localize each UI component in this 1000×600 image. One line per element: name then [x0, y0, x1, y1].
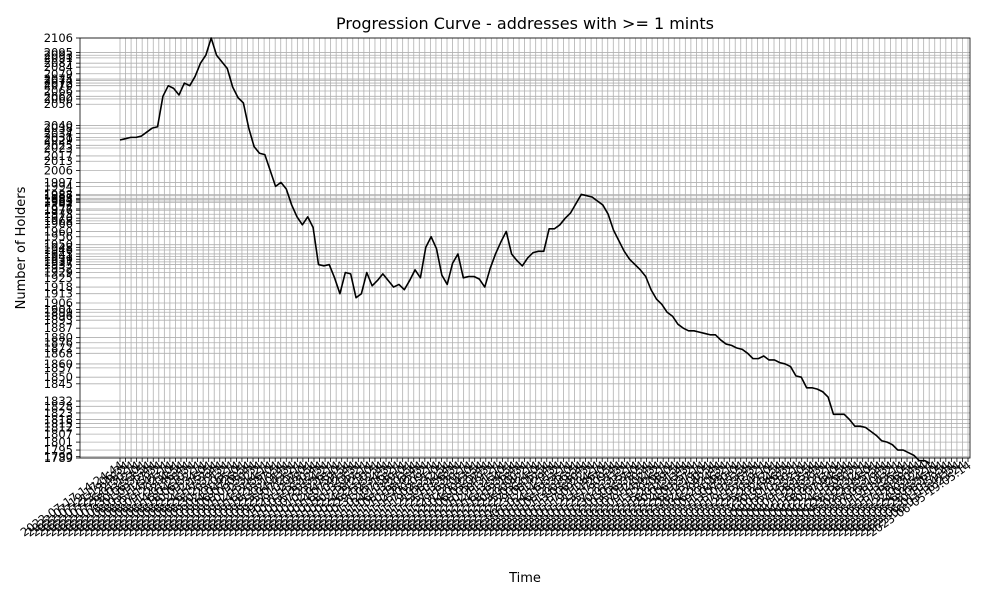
y-tick-label: 1939	[44, 252, 73, 266]
y-tick-label: 1789	[44, 451, 73, 465]
x-gridlines	[119, 38, 969, 458]
y-tick-label: 2029	[44, 133, 73, 147]
y-tick-label: 1988	[44, 187, 73, 201]
y-tick-label: 1925	[44, 271, 73, 285]
y-tick-label: 1984	[44, 193, 73, 207]
y-tick-label: 1997	[44, 175, 73, 189]
y-tick-label: 1987	[44, 189, 73, 203]
y-tick-label: 1887	[44, 321, 73, 335]
y-tick-label: 1832	[44, 394, 73, 408]
y-tick-label: 2013	[44, 154, 73, 168]
y-tick-label: 1968	[44, 214, 73, 228]
y-tick-label: 2031	[44, 130, 73, 144]
y-tick-label: 1983	[44, 194, 73, 208]
y-tick-label: 2106	[44, 31, 73, 45]
chart-title: Progression Curve - addresses with >= 1 …	[336, 14, 714, 33]
y-tick-label: 1795	[44, 443, 73, 457]
y-tick-label: 1845	[44, 377, 73, 391]
y-tick-label: 1973	[44, 207, 73, 221]
y-tick-label: 1960	[44, 224, 73, 238]
y-tick-label: 2062	[44, 89, 73, 103]
y-tick-label: 1976	[44, 203, 73, 217]
y-tick-label: 2006	[44, 163, 73, 177]
y-tick-label: 2079	[44, 67, 73, 81]
y-tick-label: 2075	[44, 72, 73, 86]
y-tick-label: 1966	[44, 216, 73, 230]
y-tick-label: 1860	[44, 357, 73, 371]
y-tick-label: 1901	[44, 303, 73, 317]
y-tick-label: 1946	[44, 243, 73, 257]
y-tick-label: 1994	[44, 179, 73, 193]
y-tick-label: 1935	[44, 258, 73, 272]
y-tick-label: 2023	[44, 141, 73, 155]
y-tick-label: 1896	[44, 309, 73, 323]
y-tick-label: 1977	[44, 202, 73, 216]
y-tick-label: 1982	[44, 195, 73, 209]
y-tick-label: 1807	[44, 427, 73, 441]
y-tick-label: 1893	[44, 313, 73, 327]
y-tick-label: 2072	[44, 76, 73, 90]
y-tick-label: 1918	[44, 280, 73, 294]
y-tick-label: 1872	[44, 341, 73, 355]
y-tick-label: 2017	[44, 149, 73, 163]
y-tick-label: 2056	[44, 97, 73, 111]
x-axis-label: Time	[508, 571, 541, 586]
y-tick-label: 1950	[44, 238, 73, 252]
y-tick-label: 1801	[44, 435, 73, 449]
y-tick-label: 2087	[44, 56, 73, 70]
y-tick-label: 1956	[44, 230, 73, 244]
y-tick-label: 1823	[44, 406, 73, 420]
y-tick-label: 2091	[44, 51, 73, 65]
y-tick-label: 1790	[44, 450, 73, 464]
y-tick-label: 2095	[44, 46, 73, 60]
y-tick-label: 2025	[44, 138, 73, 152]
y-tick-label: 1850	[44, 370, 73, 384]
y-tick-label: 1815	[44, 417, 73, 431]
y-tick-label: 1970	[44, 211, 73, 225]
y-tick-label: 2084	[44, 60, 73, 74]
y-tick-label: 1932	[44, 262, 73, 276]
y-tick-label: 1812	[44, 421, 73, 435]
y-axis-ticks: 1789179017951801180718121815181818231828…	[44, 31, 80, 465]
y-tick-label: 1868	[44, 346, 73, 360]
y-tick-label: 1828	[44, 399, 73, 413]
y-tick-label: 1880	[44, 330, 73, 344]
y-tick-label: 1985	[44, 191, 73, 205]
y-axis-label: Number of Holders	[14, 186, 29, 309]
y-tick-label: 1937	[44, 255, 73, 269]
y-tick-label: 2066	[44, 84, 73, 98]
y-tick-label: 2038	[44, 121, 73, 135]
y-tick-label: 2060	[44, 92, 73, 106]
y-tick-label: 2040	[44, 118, 73, 132]
y-tick-label: 1899	[44, 305, 73, 319]
y-tick-label: 1929	[44, 266, 73, 280]
y-tick-label: 1941	[44, 250, 73, 264]
y-tick-label: 1948	[44, 240, 73, 254]
y-tick-label: 2074	[44, 73, 73, 87]
y-tick-label: 1913	[44, 287, 73, 301]
y-tick-label: 1857	[44, 361, 73, 375]
y-tick-label: 1943	[44, 247, 73, 261]
y-tick-label: 2034	[44, 126, 73, 140]
y-tick-label: 2093	[44, 48, 73, 62]
y-tick-label: 1876	[44, 336, 73, 350]
y-tick-label: 1906	[44, 296, 73, 310]
holders-series-line	[119, 37, 931, 465]
y-tick-label: 1818	[44, 413, 73, 427]
y-tick-label: 2070	[44, 79, 73, 93]
